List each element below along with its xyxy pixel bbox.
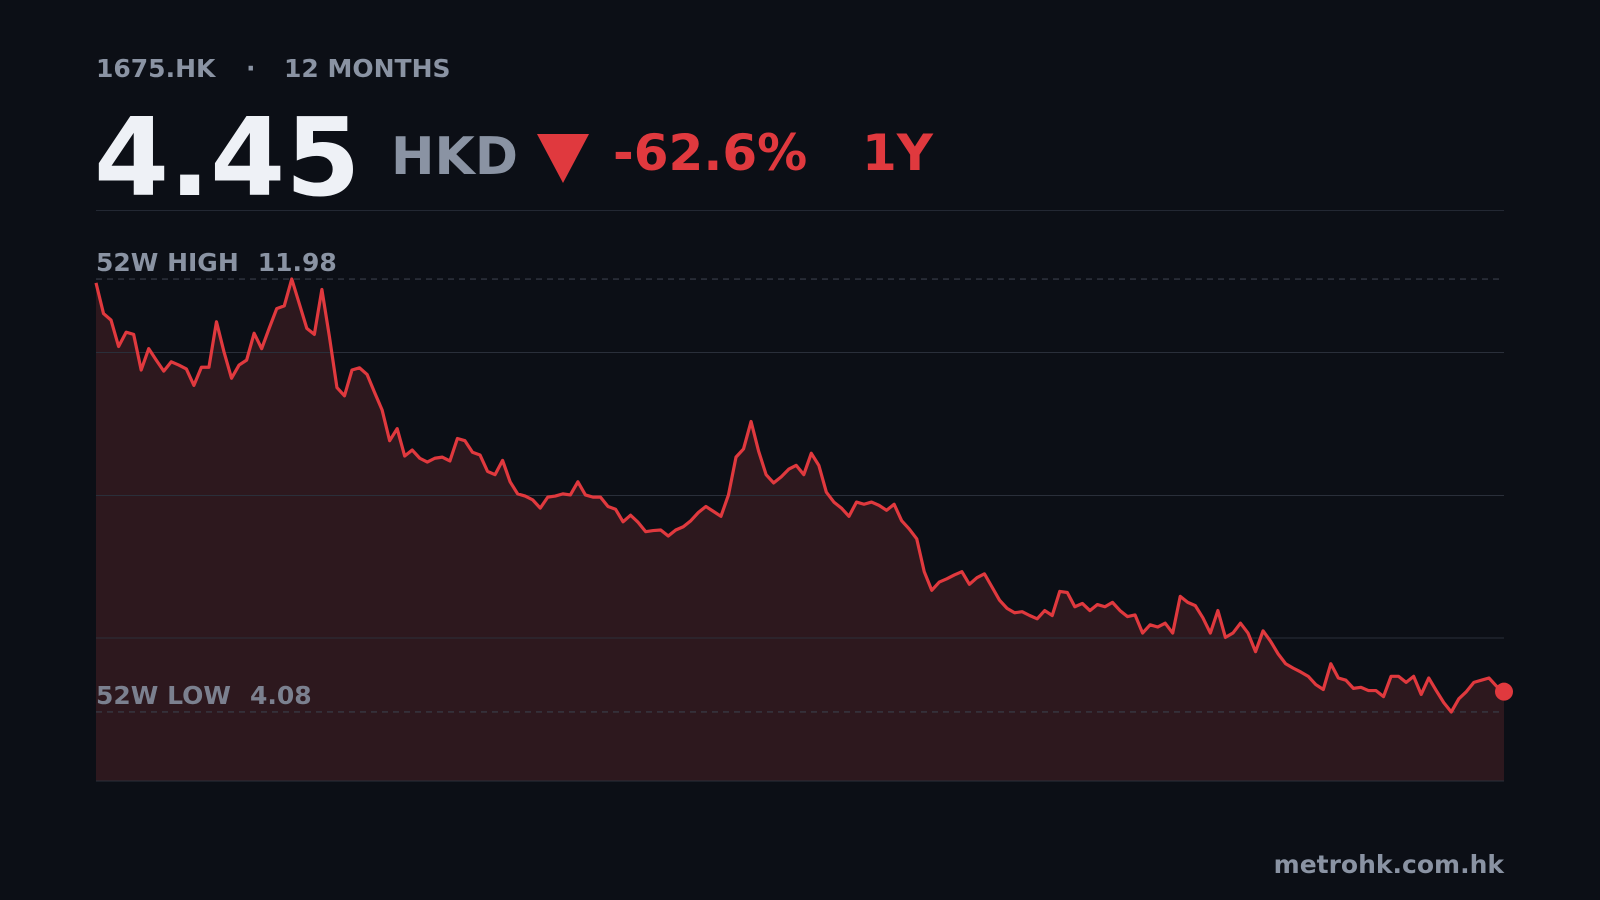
- reference-label: 52W HIGH: [96, 248, 239, 277]
- area-fill: [96, 279, 1504, 781]
- last-point: [1495, 682, 1513, 701]
- reference-value: 11.98: [258, 248, 337, 277]
- change: -62.6%: [613, 124, 807, 182]
- separator: ·: [246, 54, 256, 83]
- change-period: 1Y: [862, 124, 934, 182]
- price-line: [94, 277, 1505, 714]
- source: metrohk.com.hk: [1274, 850, 1506, 879]
- plot: 52W HIGH 11.98 52W LOW 4.08: [94, 248, 1513, 782]
- down-arrow: [537, 134, 589, 183]
- reference-label: 52W LOW: [96, 681, 231, 710]
- period: 12 MONTHS: [284, 54, 451, 83]
- symbol: 1675.HK: [96, 54, 217, 83]
- price: 4.45: [94, 96, 360, 221]
- reference-value: 4.08: [250, 681, 312, 710]
- currency: HKD: [391, 127, 518, 187]
